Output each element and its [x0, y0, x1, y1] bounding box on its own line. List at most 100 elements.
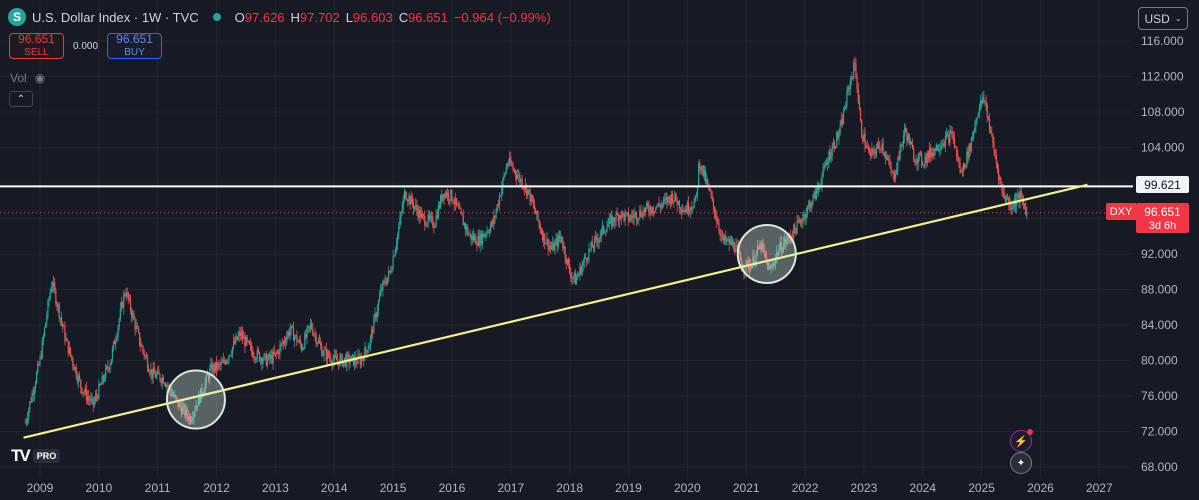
- buy-button[interactable]: 96.651 BUY: [107, 33, 163, 59]
- candle-body: [641, 215, 643, 218]
- candle-body: [904, 127, 906, 137]
- candle-body: [133, 313, 135, 320]
- candle-body: [691, 207, 693, 209]
- candle-body: [66, 338, 68, 341]
- candle-body: [812, 195, 814, 204]
- candle-body: [638, 218, 640, 220]
- candle-body: [811, 203, 813, 209]
- candle-body: [337, 360, 339, 362]
- candle-body: [888, 159, 890, 161]
- candle-body: [102, 375, 104, 381]
- candle-body: [883, 152, 885, 155]
- candle-body: [735, 245, 737, 253]
- candle-body: [244, 336, 246, 347]
- candle-body: [126, 292, 128, 297]
- sell-button[interactable]: 96.651 SELL: [9, 33, 64, 59]
- candle-body: [822, 166, 824, 176]
- candle-body: [125, 294, 127, 297]
- candle-body: [556, 238, 558, 247]
- candle-body: [793, 224, 795, 239]
- candle-body: [511, 164, 513, 166]
- candle-body: [510, 157, 512, 165]
- candle-body: [391, 268, 393, 273]
- candle-body: [896, 168, 898, 175]
- candle-body: [1004, 197, 1006, 201]
- candle-body: [794, 224, 796, 230]
- candle-body: [814, 191, 816, 200]
- candle-body: [951, 131, 953, 138]
- candle-body: [235, 336, 237, 344]
- candle-body: [184, 405, 186, 416]
- candle-body: [596, 236, 598, 241]
- candle-body: [145, 355, 147, 358]
- x-tick-label: 2011: [145, 481, 171, 495]
- currency-selector[interactable]: USD ⌄: [1138, 7, 1188, 30]
- collapse-indicators-button[interactable]: ⌃: [9, 91, 33, 107]
- candle-body: [926, 152, 928, 163]
- candle-body: [756, 246, 759, 253]
- candle-body: [281, 343, 283, 345]
- candle-body: [562, 242, 564, 249]
- candle-body: [966, 151, 968, 166]
- candle-body: [913, 148, 915, 162]
- candle-body: [665, 197, 667, 199]
- candle-body: [616, 213, 618, 215]
- region-flag-button[interactable]: ✦: [1010, 452, 1032, 474]
- candle-body: [479, 233, 481, 246]
- candle-body: [100, 384, 102, 386]
- alerts-button[interactable]: ⚡: [1010, 429, 1033, 452]
- candle-body: [367, 348, 369, 353]
- eye-hidden-icon[interactable]: ◉: [34, 71, 46, 85]
- candle-body: [342, 360, 344, 366]
- candle-body: [682, 210, 684, 213]
- candle-body: [810, 202, 812, 209]
- candle-body: [729, 239, 731, 245]
- candle-body: [326, 351, 329, 360]
- candle-body: [252, 351, 254, 358]
- candle-body: [973, 131, 975, 138]
- candle-body: [930, 148, 932, 157]
- candle-body: [763, 249, 765, 252]
- candle-body: [515, 174, 518, 179]
- candle-body: [101, 375, 103, 385]
- candle-body: [880, 148, 882, 150]
- candle-body: [947, 133, 949, 135]
- candle-body: [755, 252, 757, 262]
- candle-body: [303, 348, 305, 350]
- candle-body: [192, 418, 194, 420]
- candle-body: [587, 259, 589, 261]
- candle-body: [795, 229, 797, 234]
- candle-body: [905, 127, 907, 132]
- candle-body: [257, 349, 260, 353]
- candle-body: [701, 165, 703, 170]
- candle-body: [486, 231, 488, 235]
- candle-body: [50, 286, 52, 292]
- candle-body: [520, 179, 522, 182]
- candle-body: [897, 157, 899, 169]
- candle-body: [829, 152, 831, 160]
- candle-body: [853, 62, 855, 79]
- candle-body: [476, 244, 478, 246]
- volume-indicator[interactable]: Vol ◉: [10, 71, 45, 85]
- candle-body: [582, 262, 584, 267]
- candle-body: [196, 405, 198, 407]
- candle-body: [1024, 203, 1026, 207]
- candle-body: [60, 317, 63, 323]
- candle-body: [227, 359, 229, 361]
- symbol-title[interactable]: U.S. Dollar Index · 1W · TVC: [32, 9, 199, 25]
- candle-body: [928, 148, 931, 158]
- candle-body: [187, 415, 189, 421]
- candle-body: [231, 347, 233, 355]
- candle-body: [122, 302, 124, 308]
- candle-body: [813, 191, 815, 196]
- candle-body: [279, 345, 281, 355]
- candle-body: [112, 341, 115, 349]
- candle-body: [940, 146, 942, 150]
- candle-body: [592, 247, 595, 249]
- candle-body: [265, 353, 267, 366]
- candle-body: [882, 143, 884, 153]
- tradingview-logo[interactable]: TV PRO: [11, 446, 61, 466]
- candle-body: [699, 163, 701, 169]
- candle-body: [519, 174, 521, 182]
